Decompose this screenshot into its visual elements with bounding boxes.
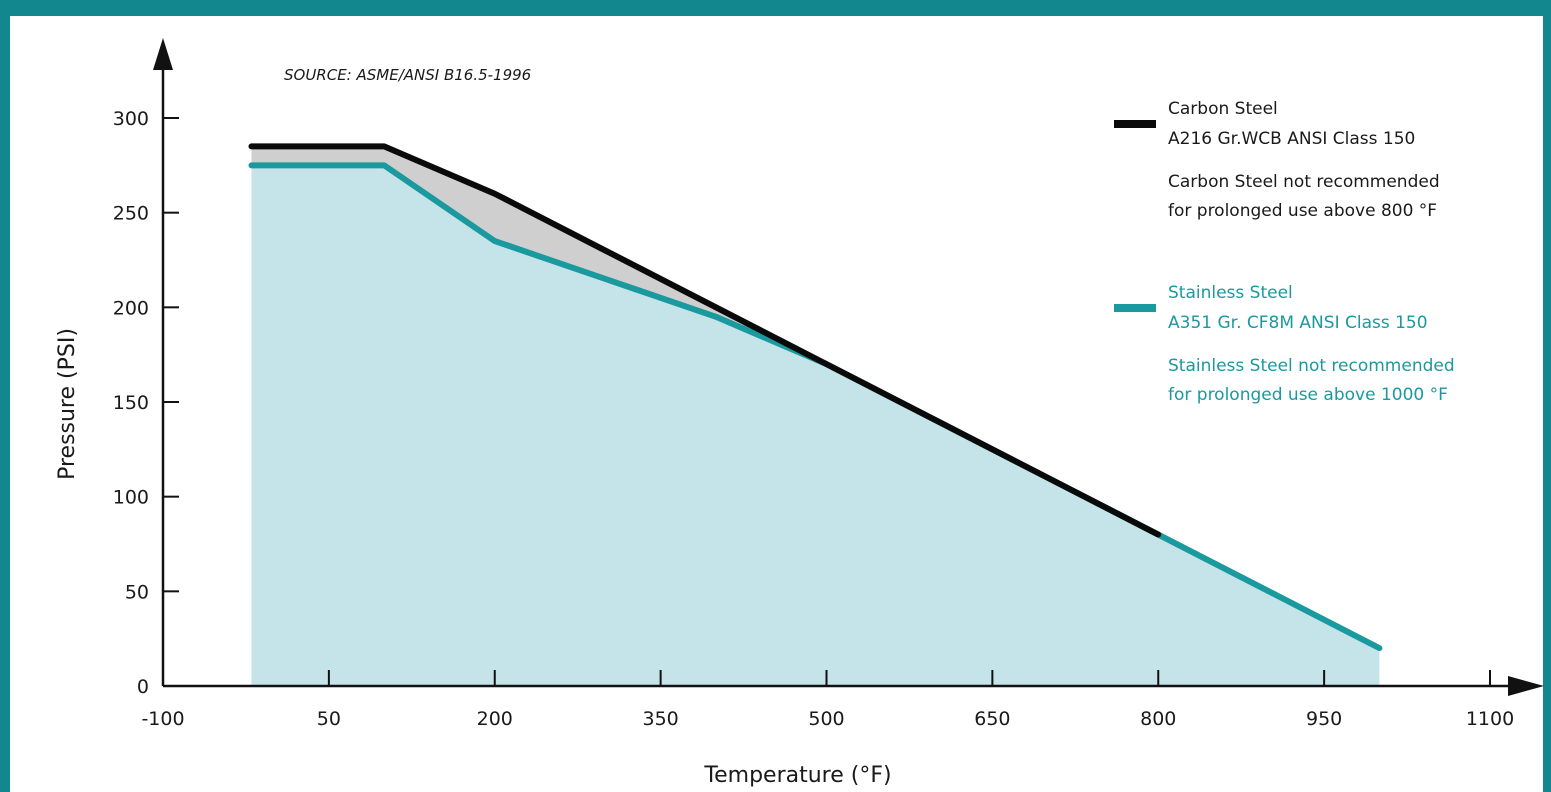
x-axis-arrow	[1508, 676, 1544, 696]
x-tick-label: 500	[808, 708, 844, 730]
x-tick-label: 200	[477, 708, 513, 730]
x-tick-label: -100	[141, 708, 184, 730]
x-tick-label: 1100	[1466, 708, 1514, 730]
y-axis-arrow	[153, 38, 173, 70]
frame-left-band	[0, 0, 10, 792]
legend-line: for prolonged use above 1000 °F	[1168, 385, 1448, 405]
x-axis-title: Temperature (°F)	[703, 763, 891, 788]
legend-line: Stainless Steel not recommended	[1168, 356, 1455, 376]
y-tick-label: 100	[113, 487, 149, 509]
series-layer	[248, 143, 1383, 652]
carbon-steel-line	[248, 143, 1162, 538]
legend-line: Carbon Steel not recommended	[1168, 172, 1440, 192]
legend-swatch-carbon	[1114, 120, 1156, 128]
y-tick-label: 150	[113, 392, 149, 414]
x-tick-label: 350	[642, 708, 678, 730]
y-tick-label: 0	[137, 676, 149, 698]
legend-line: Carbon Steel	[1168, 99, 1278, 119]
label-layer: SOURCE: ASME/ANSI B16.5-1996 Temperature…	[55, 66, 1514, 788]
x-tick-label: 950	[1306, 708, 1342, 730]
y-tick-label: 300	[113, 108, 149, 130]
x-tick-label: 50	[317, 708, 341, 730]
legend-line: Stainless Steel	[1168, 283, 1293, 303]
frame-top-band	[0, 0, 1551, 16]
x-tick-label: 800	[1140, 708, 1176, 730]
y-tick-label: 250	[113, 203, 149, 225]
legend-line: A351 Gr. CF8M ANSI Class 150	[1168, 313, 1428, 333]
y-axis-title: Pressure (PSI)	[55, 328, 80, 480]
stainless-area-fill	[251, 165, 1380, 687]
fill-layer	[251, 146, 1380, 687]
legend-line: for prolonged use above 800 °F	[1168, 201, 1437, 221]
legend-line: A216 Gr.WCB ANSI Class 150	[1168, 129, 1415, 149]
y-tick-label: 200	[113, 297, 149, 319]
frame-right-band	[1543, 0, 1551, 792]
legend: Carbon Steel A216 Gr.WCB ANSI Class 150 Ca…	[1114, 99, 1455, 405]
legend-swatch-stainless	[1114, 304, 1156, 312]
source-note: SOURCE: ASME/ANSI B16.5-1996	[284, 66, 531, 84]
y-tick-label: 50	[125, 581, 149, 603]
axes-layer	[153, 38, 1544, 696]
x-tick-label: 650	[974, 708, 1010, 730]
